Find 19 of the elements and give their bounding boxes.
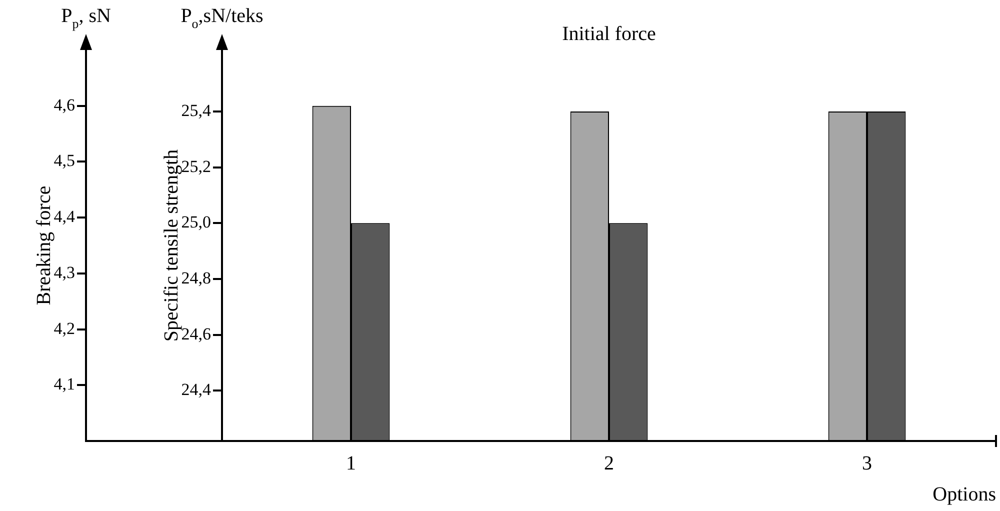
y-tick-label: 4,5 <box>54 151 75 170</box>
x-tick-label: 1 <box>346 452 356 474</box>
y-tick-label: 4,6 <box>54 95 75 114</box>
y2-tick-label: 25,4 <box>181 100 212 120</box>
y2-axis-title: Specific tensile strength <box>160 149 182 342</box>
y2-tick-label: 24,8 <box>181 268 211 288</box>
y-tick-label: 4,2 <box>54 318 75 338</box>
y2-tick-label: 25,0 <box>181 212 211 232</box>
chart-title: Initial force <box>562 23 656 45</box>
y-tick-label: 4,3 <box>54 262 75 282</box>
y2-tick-label: 24,4 <box>181 380 212 400</box>
x-tick-label: 3 <box>862 452 872 474</box>
y-axis-title: Breaking force <box>32 186 55 306</box>
y-tick-label: 4,4 <box>54 207 76 226</box>
y-tick-label: 4,1 <box>54 374 75 394</box>
x-axis-title: Options <box>932 483 996 506</box>
y2-tick-label: 24,6 <box>181 324 211 344</box>
x-tick-label: 2 <box>604 452 614 474</box>
y2-tick-label: 25,2 <box>181 156 211 176</box>
